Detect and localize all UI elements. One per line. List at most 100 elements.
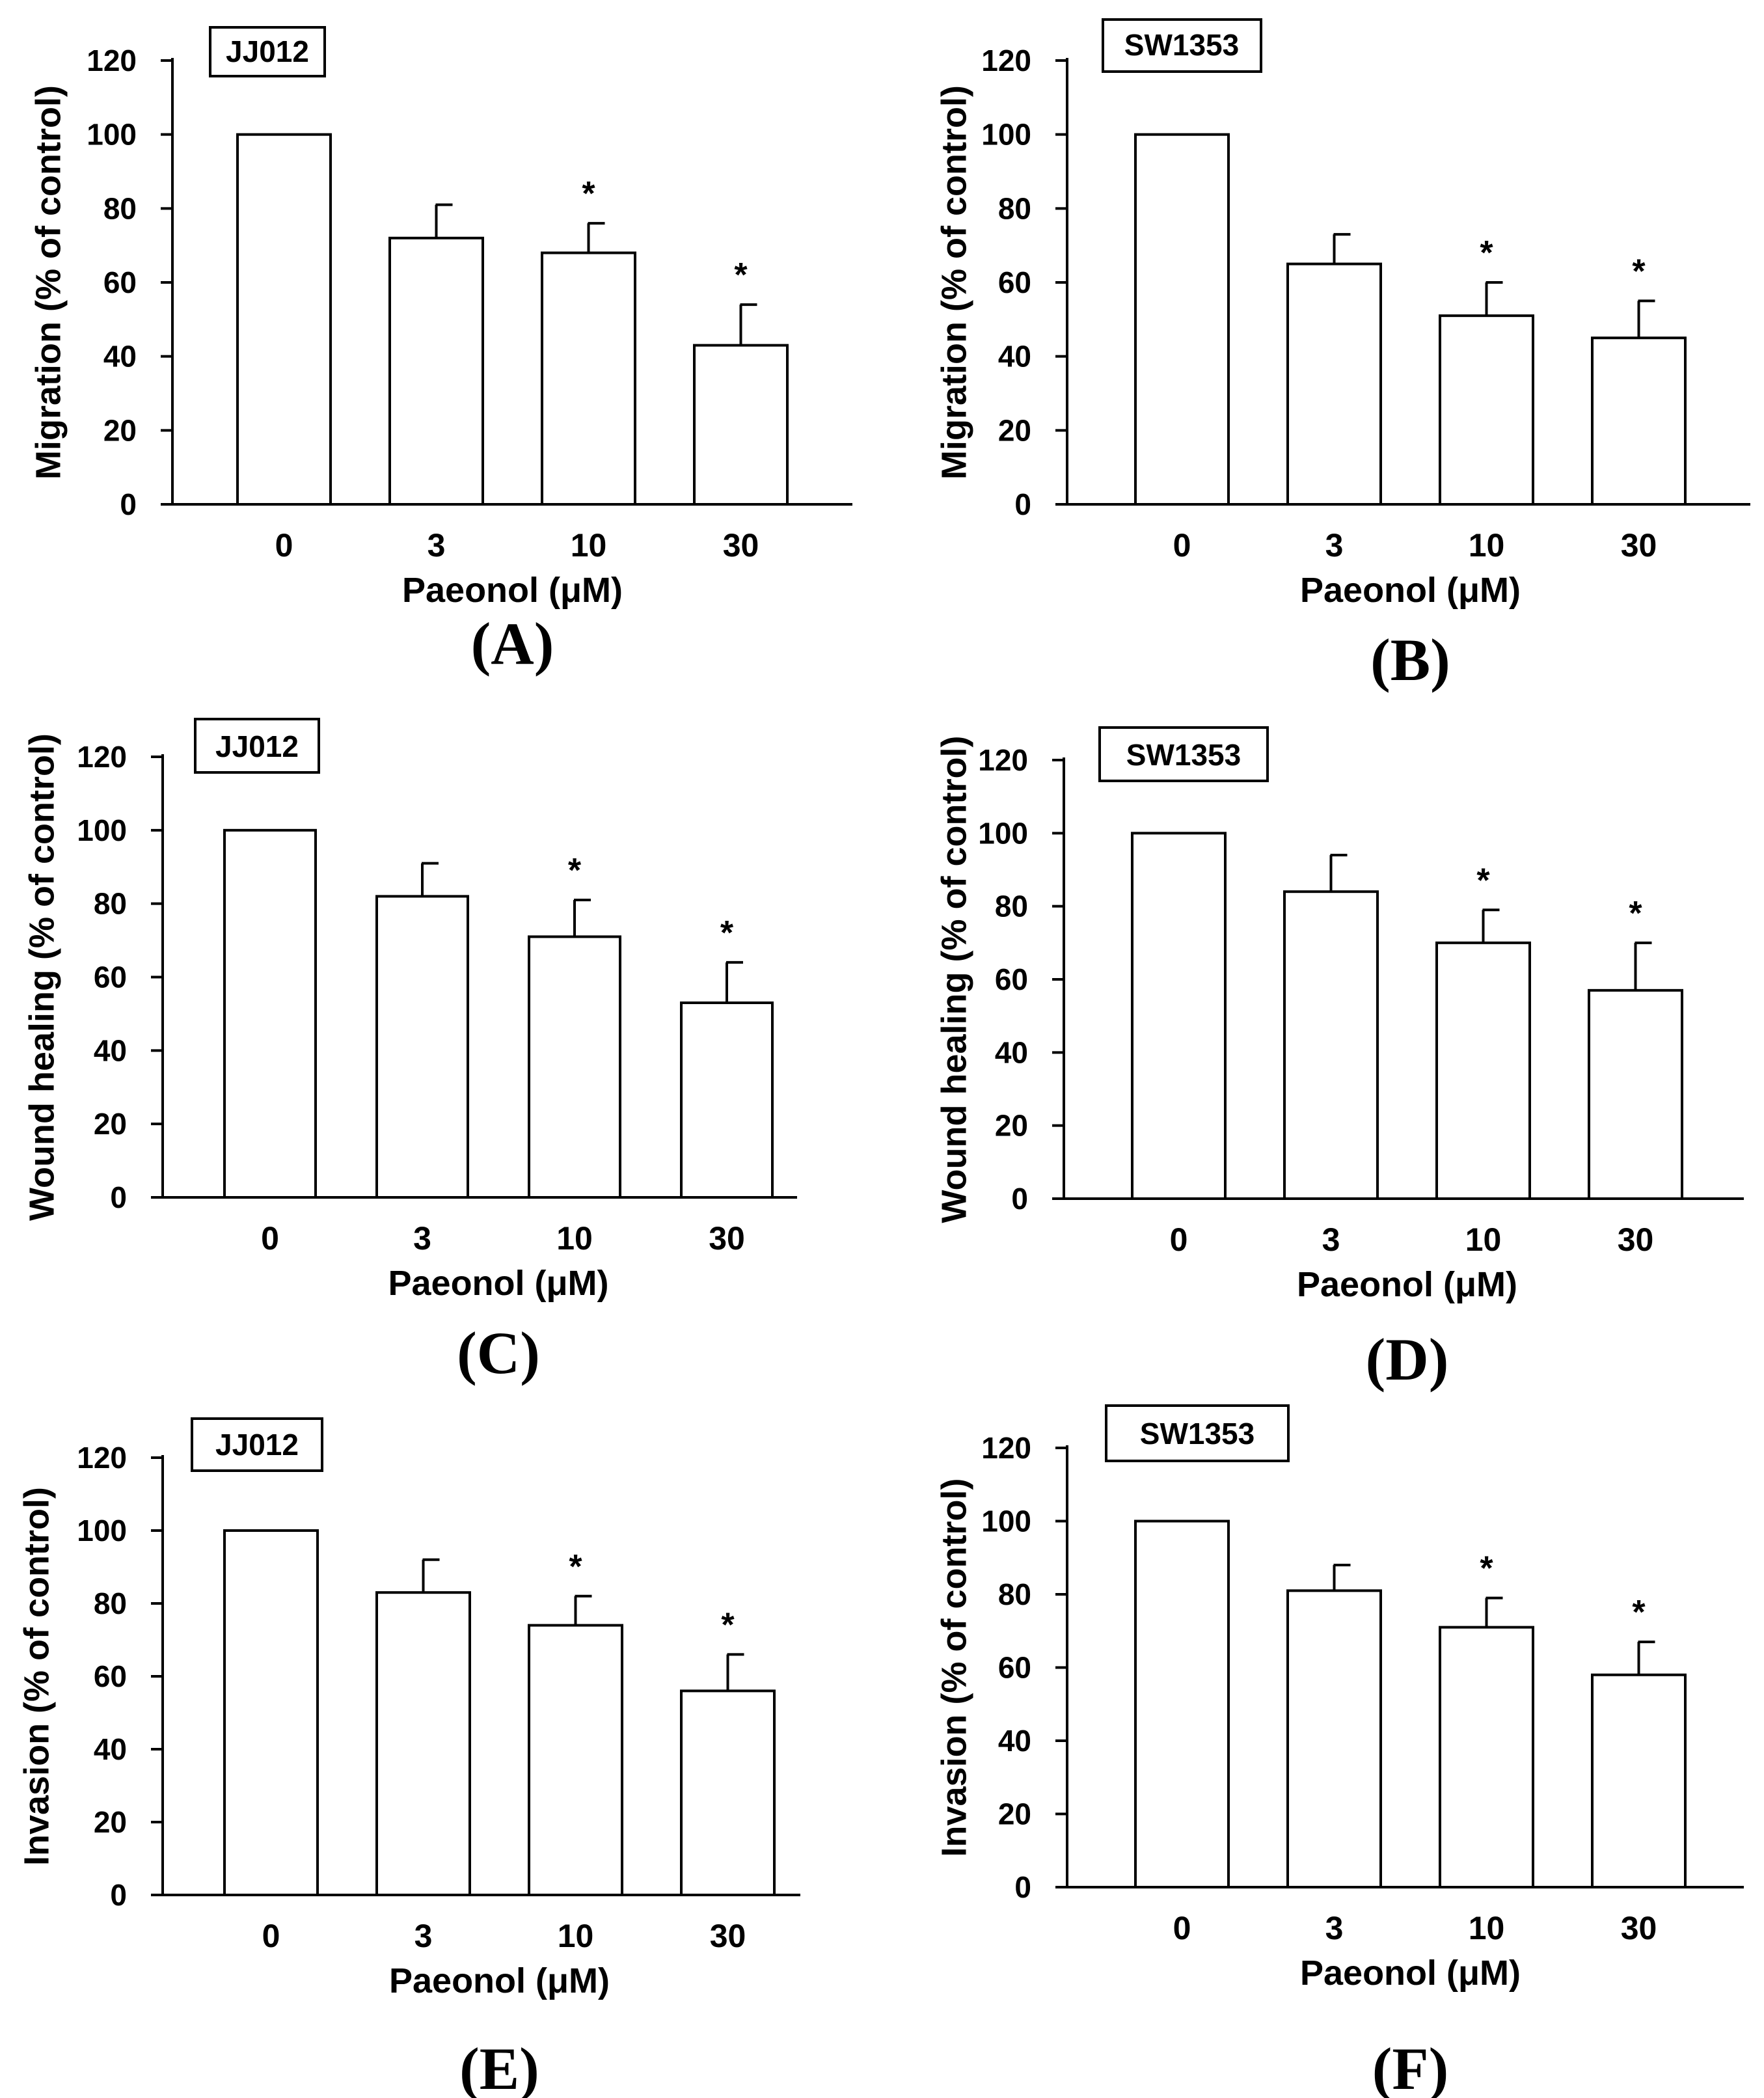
panel-label: (A) [471,610,554,677]
y-tick-label: 0 [110,1180,127,1214]
cell-line-label: JJ012 [215,1428,299,1462]
x-tick-label: 3 [413,1220,431,1257]
y-tick-label: 20 [998,1797,1031,1831]
x-tick-label: 10 [1469,1910,1505,1946]
significance-marker: * [1480,234,1493,272]
bar [1286,1589,1382,1888]
x-tick-label: 30 [1621,527,1657,564]
cell-line-label: SW1353 [1126,738,1241,772]
x-tick-label: 10 [1465,1221,1502,1258]
y-tick-label: 40 [998,1724,1031,1758]
y-tick-label: 60 [94,960,127,994]
bar [1591,336,1687,506]
y-tick-label: 80 [998,191,1031,225]
y-tick-label: 100 [77,813,127,847]
y-tick-label: 80 [998,1577,1031,1611]
significance-marker: * [1632,252,1646,290]
y-tick-label: 80 [94,887,127,921]
panel-label: (C) [457,1320,540,1386]
y-tick-label: 100 [978,816,1028,850]
y-tick-label: 120 [87,44,137,77]
x-tick-label: 0 [261,1220,279,1257]
x-tick-label: 3 [414,1918,433,1954]
y-tick-label: 120 [77,740,127,774]
y-tick-label: 100 [87,118,137,152]
cell-line-box [1102,18,1262,73]
panel-label: (B) [1370,627,1450,693]
y-tick-label: 40 [94,1732,127,1766]
significance-marker: * [1632,1594,1646,1631]
y-tick-label: 20 [94,1805,127,1839]
y-tick-label: 100 [981,1505,1031,1538]
x-tick-label: 30 [1618,1221,1654,1258]
significance-marker: * [582,175,595,213]
y-tick-label: 20 [94,1107,127,1141]
chart-panel-3: 0 20 40 60 80 100 120 0 3 * 10 * 30 Paeonol (μM) Wound… [22,718,797,1386]
chart-panel-6: 0 20 40 60 80 100 120 0 3 * 10 * 30 Paeonol (μM) Invas… [934,1404,1744,2098]
x-tick-label: 10 [556,1220,593,1257]
y-tick-label: 0 [110,1878,127,1912]
y-tick-label: 60 [995,962,1028,996]
significance-marker: * [568,852,582,890]
x-axis-label: Paeonol (μM) [1297,1265,1517,1304]
bar [680,1689,776,1896]
y-tick-label: 120 [77,1441,127,1475]
x-tick-label: 30 [723,527,759,564]
x-tick-label: 10 [558,1918,594,1954]
significance-marker: * [1476,862,1490,899]
x-tick-label: 0 [1173,527,1191,564]
cell-line-box [1105,1404,1290,1462]
x-tick-label: 0 [1170,1221,1188,1258]
y-tick-label: 60 [998,266,1031,299]
x-tick-label: 30 [709,1220,745,1257]
cell-line-label: SW1353 [1124,28,1239,62]
cell-line-label: JJ012 [226,34,309,68]
bar [528,1624,623,1897]
y-axis-label: Invasion (% of control) [17,1487,56,1866]
y-tick-label: 120 [978,743,1028,777]
y-axis-label: Migration (% of control) [934,85,973,480]
bar [375,895,469,1199]
y-tick-label: 20 [998,413,1031,447]
bar [1131,832,1227,1201]
bar [388,236,484,506]
x-tick-label: 10 [571,527,607,564]
x-axis-label: Paeonol (μM) [1300,571,1521,610]
y-tick-label: 0 [1011,1182,1028,1216]
chart-panel-2: 0 20 40 60 80 100 120 0 3 * 10 * 30 Paeonol (μM) Migra… [934,18,1750,693]
y-tick-label: 60 [103,266,137,299]
bar [1439,314,1534,506]
bar [1283,890,1379,1200]
x-axis-label: Paeonol (μM) [402,571,623,610]
x-axis-label: Paeonol (μM) [389,1961,610,2000]
y-tick-label: 100 [981,118,1031,152]
y-tick-label: 120 [981,1431,1031,1465]
cell-line-label: JJ012 [215,729,299,763]
y-tick-label: 80 [995,890,1028,923]
y-tick-label: 40 [103,340,137,374]
significance-marker: * [1480,1550,1493,1588]
cell-line-box [1098,726,1269,782]
x-tick-label: 10 [1469,527,1505,564]
x-tick-label: 3 [1325,1910,1344,1946]
chart-panel-1: 0 20 40 60 80 100 120 0 3 * 10 * 30 Paeonol (μM) Migra… [29,26,852,677]
cell-line-box [194,718,320,774]
panel-label: (D) [1366,1326,1449,1393]
panel-label: (E) [459,2036,539,2098]
bar [375,1591,471,1896]
significance-marker: * [1629,895,1642,933]
significance-marker: * [721,1606,735,1644]
chart-panel-5: 0 20 40 60 80 100 120 0 3 * 10 * 30 Paeonol (μM) Invas… [17,1417,800,2098]
y-axis-label: Wound healing (% of control) [934,736,973,1223]
bar [223,1529,319,1896]
y-axis-label: Wound healing (% of control) [22,733,61,1221]
bar [693,344,789,506]
bar [680,1001,774,1199]
y-tick-label: 80 [103,191,137,225]
y-tick-label: 0 [1014,487,1031,521]
cell-line-label: SW1353 [1140,1417,1255,1451]
y-tick-label: 20 [103,413,137,447]
y-tick-label: 40 [998,340,1031,374]
y-tick-label: 80 [94,1587,127,1620]
